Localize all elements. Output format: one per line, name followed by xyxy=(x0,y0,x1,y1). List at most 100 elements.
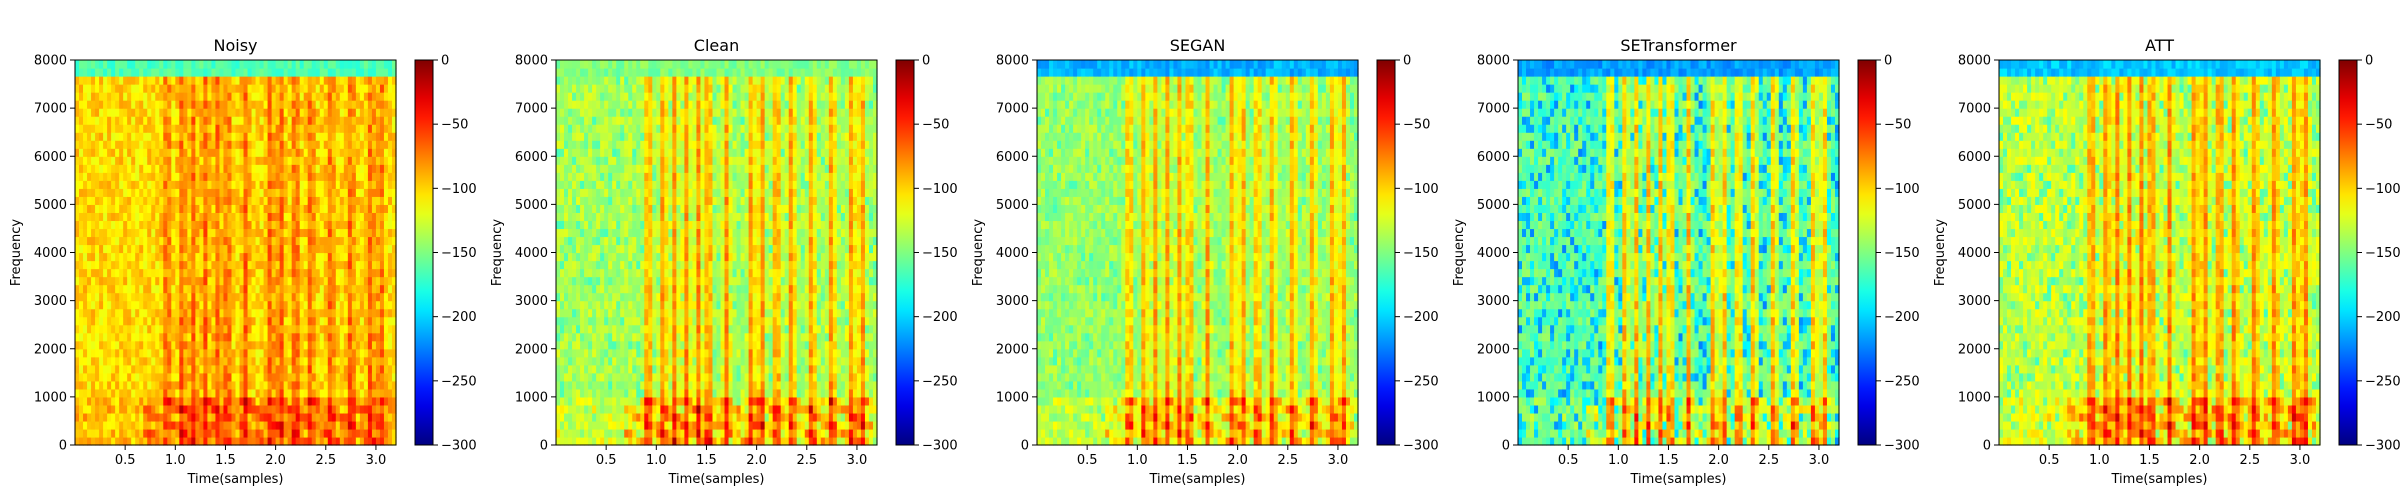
heatmap-cell xyxy=(323,268,329,278)
heatmap-cell xyxy=(187,332,192,342)
heatmap-cell xyxy=(644,356,649,366)
heatmap-cell xyxy=(251,428,257,438)
heatmap-cell xyxy=(187,60,192,69)
heatmap-cell xyxy=(215,276,221,286)
heatmap-cell xyxy=(616,292,621,302)
heatmap-cell xyxy=(187,308,192,318)
x-axis-label: Time(samples) xyxy=(187,472,284,487)
heatmap-cell xyxy=(311,116,317,125)
heatmap-cell xyxy=(211,292,217,302)
heatmap-cell xyxy=(263,244,269,254)
heatmap-cell xyxy=(99,172,104,181)
heatmap-cell xyxy=(123,196,128,205)
heatmap-cell xyxy=(564,140,569,149)
heatmap-cell xyxy=(179,244,184,254)
heatmap-cell xyxy=(243,124,249,133)
heatmap-cell xyxy=(235,236,241,246)
heatmap-cell xyxy=(103,388,108,398)
heatmap-cell xyxy=(620,388,625,398)
heatmap-cell xyxy=(247,148,253,157)
heatmap-cell xyxy=(215,332,221,342)
heatmap-cell xyxy=(243,84,249,93)
heatmap-cell xyxy=(271,252,277,262)
heatmap-cell xyxy=(363,188,369,197)
heatmap-cell xyxy=(307,108,313,117)
heatmap-cell xyxy=(640,236,645,246)
heatmap-cell xyxy=(83,268,88,278)
heatmap-cell xyxy=(135,412,140,422)
heatmap-cell xyxy=(111,212,116,222)
heatmap-cell xyxy=(87,380,92,390)
heatmap-cell xyxy=(279,356,285,366)
heatmap-cell xyxy=(243,140,249,149)
heatmap-cell xyxy=(568,228,573,238)
heatmap-cell xyxy=(315,268,321,278)
heatmap-cell xyxy=(564,348,569,358)
heatmap-cell xyxy=(556,396,561,406)
heatmap-cell xyxy=(391,148,397,157)
heatmap-cell xyxy=(163,180,168,189)
heatmap-cell xyxy=(644,252,649,262)
heatmap-cell xyxy=(131,108,136,117)
heatmap-cell xyxy=(211,412,217,422)
heatmap-cell xyxy=(143,124,148,133)
heatmap-cell xyxy=(612,292,617,302)
heatmap-cell xyxy=(267,428,273,438)
heatmap-cell xyxy=(131,396,136,406)
heatmap-cell xyxy=(335,132,341,141)
heatmap-cell xyxy=(283,108,289,117)
heatmap-cell xyxy=(235,84,241,93)
heatmap-cell xyxy=(319,228,325,238)
heatmap-cell xyxy=(291,252,297,262)
heatmap-cell xyxy=(568,252,573,262)
heatmap-cell xyxy=(235,172,241,181)
heatmap-cell xyxy=(79,276,84,286)
heatmap-cell xyxy=(131,324,136,334)
heatmap-cell xyxy=(323,148,329,157)
heatmap-cell xyxy=(231,260,237,270)
heatmap-cell xyxy=(151,172,156,181)
heatmap-cell xyxy=(307,180,313,189)
heatmap-cell xyxy=(363,268,369,278)
heatmap-cell xyxy=(620,220,625,230)
heatmap-cell xyxy=(259,372,265,382)
heatmap-cell xyxy=(151,68,156,77)
heatmap-cell xyxy=(556,204,561,213)
heatmap-cell xyxy=(580,404,585,414)
heatmap-cell xyxy=(255,60,261,69)
heatmap-cell xyxy=(556,236,561,246)
heatmap-cell xyxy=(279,76,285,85)
heatmap-cell xyxy=(335,292,341,302)
heatmap-cell xyxy=(620,156,625,165)
heatmap-cell xyxy=(167,324,172,334)
heatmap-cell xyxy=(379,236,385,246)
heatmap-cell xyxy=(127,388,132,398)
heatmap-cell xyxy=(363,436,369,446)
heatmap-cell xyxy=(584,172,589,181)
heatmap-cell xyxy=(111,124,116,133)
heatmap-cell xyxy=(640,324,645,334)
heatmap-cell xyxy=(183,60,188,69)
heatmap-cell xyxy=(311,412,317,422)
heatmap-cell xyxy=(111,436,116,446)
heatmap-cell xyxy=(87,252,92,262)
heatmap-cell xyxy=(99,76,104,85)
heatmap-cell xyxy=(295,180,301,189)
heatmap-cell xyxy=(187,396,192,406)
heatmap-cell xyxy=(267,300,273,310)
heatmap-cell xyxy=(367,388,373,398)
heatmap-cell xyxy=(387,420,393,430)
heatmap-cell xyxy=(347,300,353,310)
heatmap-cell xyxy=(383,300,389,310)
heatmap-cell xyxy=(636,260,641,270)
heatmap-cell xyxy=(95,436,100,446)
heatmap-cell xyxy=(580,156,585,165)
heatmap-cell xyxy=(139,124,144,133)
heatmap-cell xyxy=(355,380,361,390)
heatmap-cell xyxy=(283,164,289,173)
heatmap-cell xyxy=(143,308,148,318)
heatmap-cell xyxy=(588,292,593,302)
heatmap-cell xyxy=(636,68,641,77)
heatmap-cell xyxy=(387,436,393,446)
